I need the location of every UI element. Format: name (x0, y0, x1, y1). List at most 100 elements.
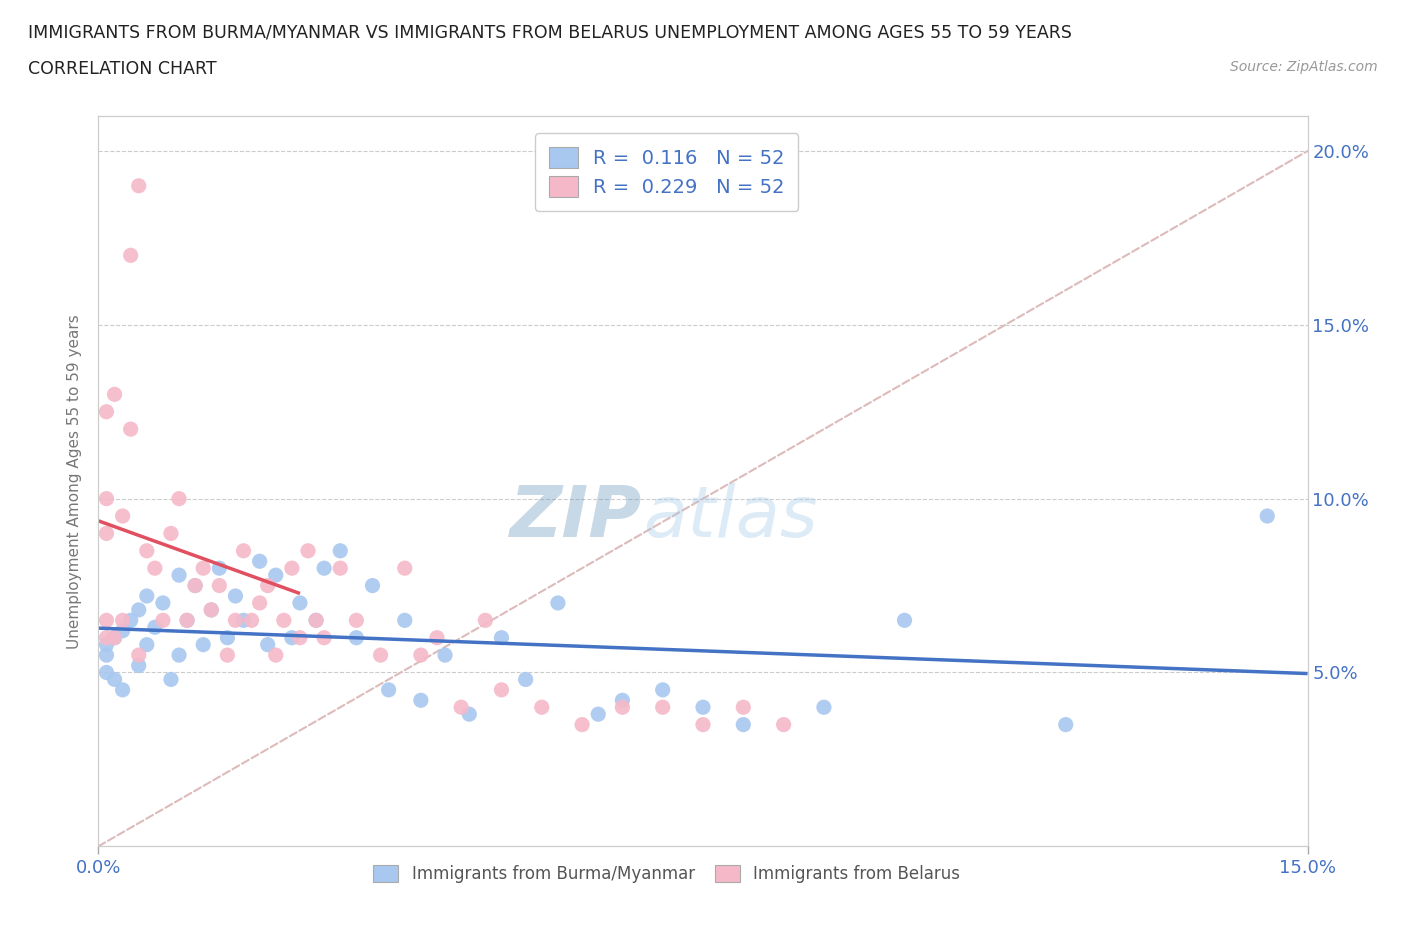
Point (96, 613, 118, 628)
Point (96, 405, 118, 419)
Point (450, 699, 472, 714)
Point (160, 526, 183, 541)
Point (176, 613, 198, 628)
Point (232, 613, 254, 628)
Point (264, 647, 287, 662)
Point (394, 561, 416, 576)
Point (305, 613, 328, 628)
Point (111, 683, 134, 698)
Point (288, 631, 311, 645)
Point (96, 637, 118, 652)
Point (167, 567, 190, 582)
Point (111, 509, 134, 524)
Point (120, 613, 142, 628)
Point (515, 672, 537, 687)
Text: atlas: atlas (643, 484, 817, 552)
Point (224, 613, 246, 628)
Point (361, 578, 384, 593)
Point (813, 699, 835, 714)
Point (135, 589, 157, 604)
Point (96, 526, 118, 541)
Point (167, 647, 190, 662)
Point (249, 553, 271, 568)
Point (314, 631, 336, 645)
Point (176, 613, 198, 628)
Point (135, 637, 157, 652)
Point (344, 631, 367, 645)
Point (111, 623, 134, 638)
Text: Source: ZipAtlas.com: Source: ZipAtlas.com (1230, 60, 1378, 74)
Text: ZIP: ZIP (510, 484, 643, 552)
Point (273, 613, 295, 628)
Text: IMMIGRANTS FROM BURMA/MYANMAR VS IMMIGRANTS FROM BELARUS UNEMPLOYMENT AMONG AGES: IMMIGRANTS FROM BURMA/MYANMAR VS IMMIGRA… (28, 23, 1071, 41)
Point (193, 637, 215, 652)
Point (281, 631, 304, 645)
Point (160, 672, 183, 687)
Point (586, 707, 609, 722)
Point (152, 613, 174, 628)
Point (120, 421, 142, 436)
Point (200, 603, 222, 618)
Point (217, 631, 239, 645)
Point (491, 631, 513, 645)
Point (733, 717, 755, 732)
Point (128, 658, 150, 673)
Point (329, 543, 352, 558)
Point (184, 578, 207, 593)
Point (491, 683, 513, 698)
Point (240, 613, 263, 628)
Point (143, 620, 166, 635)
Point (103, 387, 125, 402)
Point (377, 683, 399, 698)
Point (297, 543, 319, 558)
Point (256, 637, 278, 652)
Point (184, 578, 207, 593)
Point (1054, 717, 1077, 732)
Point (232, 543, 254, 558)
Point (128, 179, 150, 193)
Point (103, 631, 125, 645)
Point (893, 613, 915, 628)
Point (370, 647, 392, 662)
Point (612, 693, 634, 708)
Point (651, 699, 673, 714)
Y-axis label: Unemployment Among Ages 55 to 59 years: Unemployment Among Ages 55 to 59 years (67, 314, 83, 648)
Point (434, 647, 457, 662)
Point (103, 672, 125, 687)
Point (547, 595, 569, 610)
Point (409, 647, 432, 662)
Point (571, 717, 593, 732)
Point (167, 491, 190, 506)
Point (281, 561, 304, 576)
Text: CORRELATION CHART: CORRELATION CHART (28, 60, 217, 78)
Point (96, 647, 118, 662)
Point (256, 578, 278, 593)
Point (733, 699, 755, 714)
Point (288, 595, 311, 610)
Point (530, 699, 553, 714)
Point (409, 693, 432, 708)
Legend: Immigrants from Burma/Myanmar, Immigrants from Belarus: Immigrants from Burma/Myanmar, Immigrant… (363, 855, 970, 893)
Point (217, 647, 239, 662)
Point (96, 631, 118, 645)
Point (344, 613, 367, 628)
Point (128, 603, 150, 618)
Point (612, 699, 634, 714)
Point (329, 561, 352, 576)
Point (143, 561, 166, 576)
Point (208, 561, 231, 576)
Point (474, 613, 496, 628)
Point (96, 491, 118, 506)
Point (128, 647, 150, 662)
Point (458, 707, 481, 722)
Point (249, 595, 271, 610)
Point (264, 567, 287, 582)
Point (193, 561, 215, 576)
Point (1256, 509, 1278, 524)
Point (394, 613, 416, 628)
Point (208, 578, 231, 593)
Point (224, 589, 246, 604)
Point (314, 561, 336, 576)
Point (111, 613, 134, 628)
Point (135, 543, 157, 558)
